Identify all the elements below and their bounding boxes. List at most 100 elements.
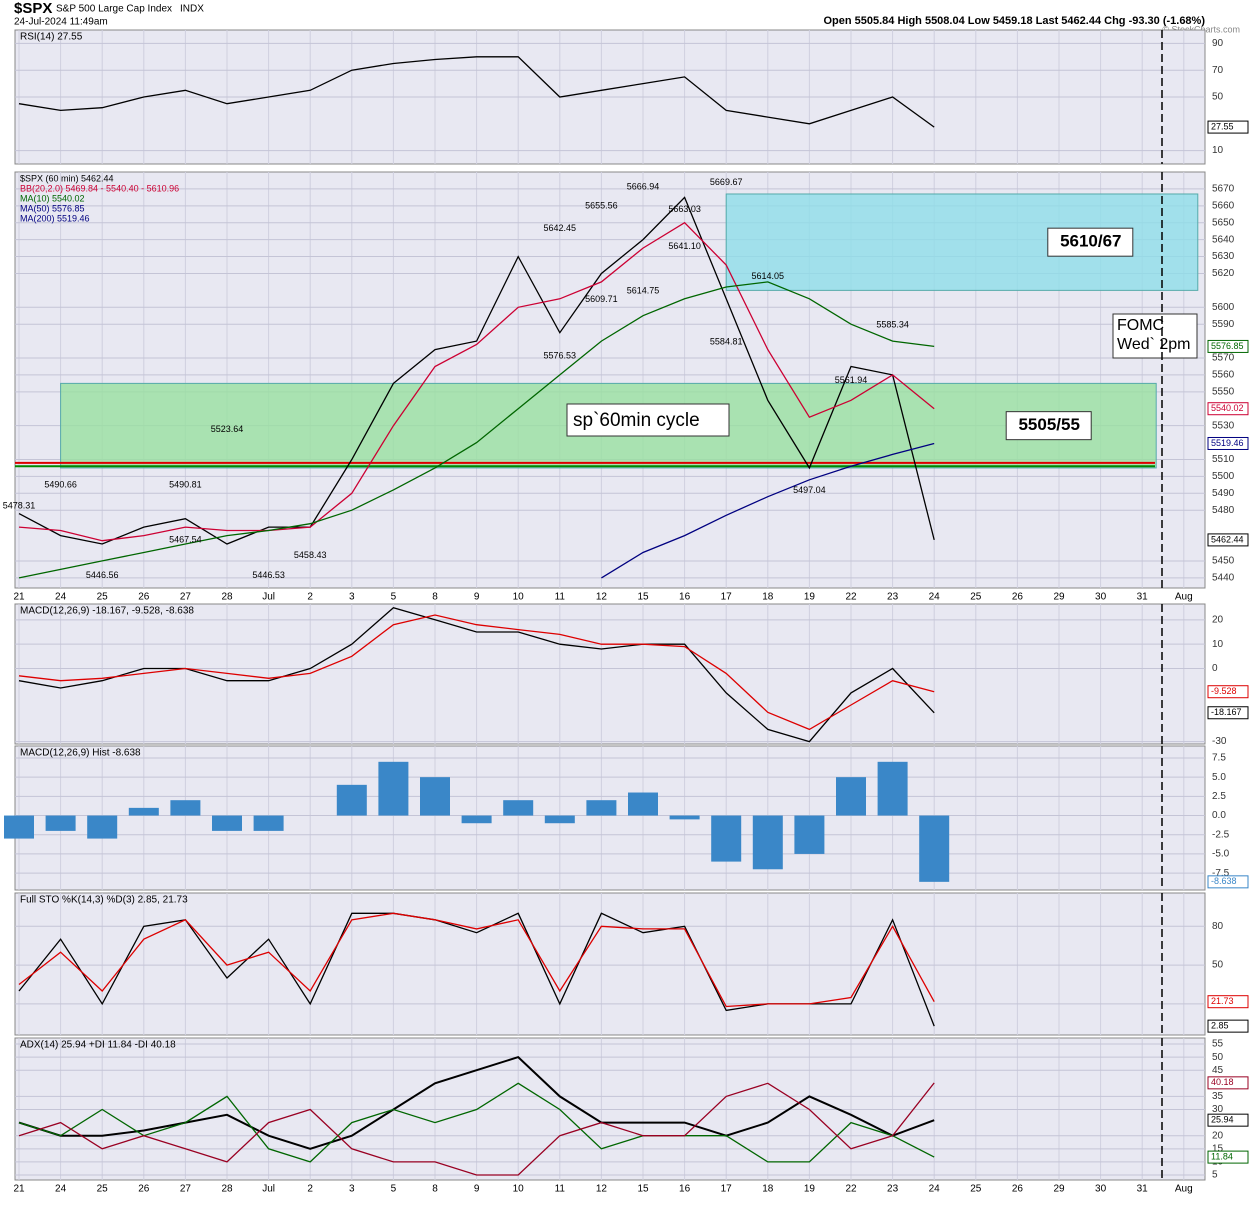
- y-tick-label: 45: [1212, 1065, 1224, 1076]
- bar: [45, 815, 76, 831]
- series-line: [18, 221, 935, 542]
- y-tick-label: 5650: [1212, 217, 1235, 228]
- quote: Open 5505.84 High 5508.04 Low 5459.18 La…: [823, 15, 1205, 27]
- panel-title: MACD(12,26,9) -18.167, -9.528, -8.638: [20, 606, 194, 617]
- x-tick-label: 11: [555, 1184, 566, 1195]
- x-tick-label: 8: [432, 592, 438, 603]
- x-tick-label: 21: [13, 1184, 25, 1195]
- bar: [794, 815, 825, 854]
- y-tick-label: 5570: [1212, 353, 1235, 364]
- y-tick-label: 50: [1212, 1052, 1224, 1063]
- bar: [253, 815, 284, 831]
- price-label: 5669.67: [710, 177, 743, 187]
- value-tag: 40.18: [1211, 1077, 1234, 1087]
- price-label: 5614.75: [627, 286, 660, 296]
- x-tick-label: 28: [221, 1184, 233, 1195]
- x-tick-label: 25: [970, 592, 982, 603]
- series-line: [18, 196, 935, 545]
- value-tag: 5519.46: [1211, 438, 1244, 448]
- y-tick-label: 5670: [1212, 184, 1235, 195]
- y-tick-label: -2.5: [1212, 829, 1230, 840]
- price-label: 5523.64: [211, 424, 244, 434]
- bar: [128, 807, 159, 816]
- note-box: [1112, 313, 1198, 359]
- panel: [14, 603, 1206, 745]
- value-tag-box: [1207, 875, 1249, 889]
- y-tick-label: 50: [1212, 92, 1224, 103]
- bar: [544, 815, 575, 824]
- x-tick-label: 15: [637, 1184, 649, 1195]
- panel-title: Full STO %K(14,3) %D(3) 2.85, 21.73: [20, 895, 188, 906]
- x-tick-label: 16: [679, 592, 691, 603]
- x-tick-label: 9: [474, 1184, 480, 1195]
- x-tick-label: Jul: [262, 592, 275, 603]
- x-tick-label: 24: [929, 592, 941, 603]
- y-tick-label: 15: [1212, 1143, 1224, 1154]
- value-tag: 5576.85: [1211, 341, 1244, 351]
- price-label: 5497.04: [793, 485, 826, 495]
- y-tick-label: 70: [1212, 65, 1224, 76]
- zone-label: 5610/67: [1060, 232, 1121, 251]
- series-line: [18, 606, 935, 743]
- price-label: 5478.31: [3, 500, 36, 510]
- value-tag-box: [1207, 1113, 1249, 1127]
- bar: [336, 784, 367, 816]
- x-tick-label: 25: [97, 592, 109, 603]
- zone-label: 5505/55: [1018, 415, 1079, 434]
- value-tag-box: [1207, 339, 1249, 353]
- value-tag: -9.528: [1211, 686, 1237, 696]
- x-tick-label: 31: [1137, 592, 1149, 603]
- y-tick-label: 5640: [1212, 234, 1235, 245]
- value-tag: -18.167: [1211, 707, 1242, 717]
- x-tick-label: 29: [1053, 1184, 1065, 1195]
- x-tick-label: 27: [180, 1184, 192, 1195]
- series-line: [18, 614, 935, 731]
- y-tick-label: 10: [1212, 145, 1224, 156]
- value-tag: 21.73: [1211, 996, 1234, 1006]
- x-tick-label: 17: [721, 592, 733, 603]
- note: Wed` 2pm: [1117, 336, 1191, 353]
- zone-label-box: [1047, 227, 1134, 257]
- value-tag-box: [1207, 995, 1249, 1009]
- y-tick-label: 55: [1212, 1039, 1224, 1050]
- x-tick-label: 12: [596, 1184, 608, 1195]
- panel-title: ADX(14) 25.94 +DI 11.84 -DI 40.18: [20, 1040, 176, 1051]
- series-line: [18, 1082, 935, 1163]
- bar: [628, 792, 658, 816]
- x-tick-label: 27: [180, 592, 192, 603]
- y-tick-label: 5510: [1212, 454, 1235, 465]
- value-tag: -8.638: [1211, 876, 1237, 886]
- y-tick-label: 5630: [1212, 251, 1235, 262]
- bar: [4, 815, 34, 839]
- y-tick-label: 5550: [1212, 386, 1235, 397]
- bar: [877, 761, 908, 816]
- x-tick-label: 31: [1137, 1184, 1149, 1195]
- series-line: [18, 56, 935, 128]
- value-tag: 5540.02: [1211, 403, 1244, 413]
- value-tag-box: [1207, 1019, 1249, 1033]
- value-tag-box: [1207, 402, 1249, 416]
- note: sp`60min cycle: [573, 410, 700, 431]
- note: FOMC: [1117, 317, 1164, 334]
- price-label: 5561.94: [835, 375, 868, 385]
- x-tick-label: 22: [845, 1184, 857, 1195]
- note-box: [566, 403, 730, 437]
- x-tick-label: 10: [513, 1184, 525, 1195]
- value-tag: 2.85: [1211, 1021, 1229, 1031]
- legend-entry: MA(10) 5540.02: [20, 193, 85, 203]
- x-tick-label: Jul: [262, 1184, 275, 1195]
- x-tick-label: 26: [138, 1184, 150, 1195]
- x-tick-label: 5: [391, 592, 397, 603]
- bar: [461, 815, 492, 824]
- y-tick-label: -30: [1212, 736, 1227, 747]
- bar: [752, 815, 783, 870]
- x-tick-label: 18: [762, 592, 774, 603]
- date: 24-Jul-2024 11:49am: [14, 17, 108, 28]
- x-tick-label: 12: [596, 592, 608, 603]
- y-tick-label: 5600: [1212, 302, 1235, 313]
- value-tag-box: [1207, 706, 1249, 720]
- x-tick-label: 19: [804, 1184, 816, 1195]
- price-label: 5576.53: [544, 350, 577, 360]
- x-tick-label: 22: [845, 592, 857, 603]
